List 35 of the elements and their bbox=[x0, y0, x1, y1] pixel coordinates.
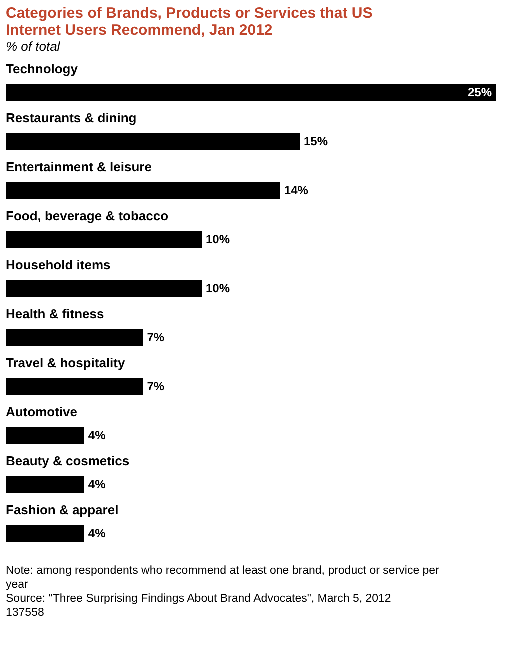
y-tick-label: Food, beverage & tobacco bbox=[6, 208, 169, 224]
data-label: 10% bbox=[206, 282, 230, 296]
bar bbox=[6, 378, 144, 395]
data-label: 7% bbox=[147, 380, 165, 394]
text: Note: among respondents who recommend at least one brand, product or service per year bbox=[6, 565, 440, 591]
y-tick-label: Technology bbox=[6, 62, 79, 76]
data-label: 4% bbox=[88, 526, 106, 540]
y-tick-label: Household items bbox=[6, 258, 111, 272]
chart-subtitle: % of total bbox=[6, 39, 62, 54]
bar bbox=[6, 84, 496, 101]
data-label: 15% bbox=[304, 134, 328, 148]
y-tick-label: Restaurants & dining bbox=[6, 110, 137, 126]
chart-title: Categories of Brands, Products or Services that US Internet Users Recommend, Jan 2012 bbox=[6, 5, 373, 39]
bar bbox=[6, 231, 202, 248]
data-label: 10% bbox=[206, 232, 230, 246]
bar bbox=[6, 182, 280, 199]
bar bbox=[6, 525, 84, 542]
y-tick-label: Automotive bbox=[6, 404, 78, 420]
bar bbox=[6, 280, 202, 297]
data-label: 14% bbox=[284, 184, 309, 198]
bar bbox=[6, 427, 84, 444]
y-tick-label: Fashion & apparel bbox=[6, 502, 119, 518]
y-tick-label: Travel & hospitality bbox=[6, 356, 126, 370]
data-label: 7% bbox=[147, 330, 165, 344]
bar bbox=[6, 476, 84, 493]
data-label: 25% bbox=[468, 86, 492, 100]
data-label: 4% bbox=[88, 428, 106, 442]
source-note: Source: "Three Surprising Findings About Brand Advocates", March 5, 2012 bbox=[6, 593, 392, 605]
y-tick-label: Health & fitness bbox=[6, 306, 104, 322]
bar bbox=[6, 329, 144, 346]
y-tick-label: Beauty & cosmetics bbox=[6, 454, 130, 468]
data-label: 4% bbox=[88, 478, 106, 492]
bar bbox=[6, 133, 300, 150]
y-tick-label: Entertainment & leisure bbox=[6, 160, 152, 174]
text: 137558 bbox=[6, 607, 44, 619]
